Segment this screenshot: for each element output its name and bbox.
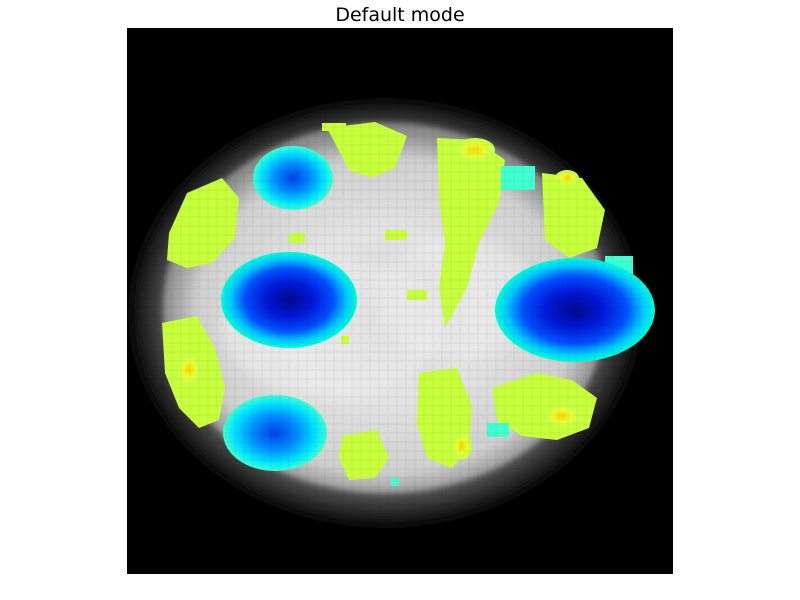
brain-scan-image: [127, 28, 673, 574]
figure-title: Default mode: [335, 4, 465, 26]
voxel-grid: [127, 28, 673, 574]
brain-scan-svg: [127, 28, 673, 574]
